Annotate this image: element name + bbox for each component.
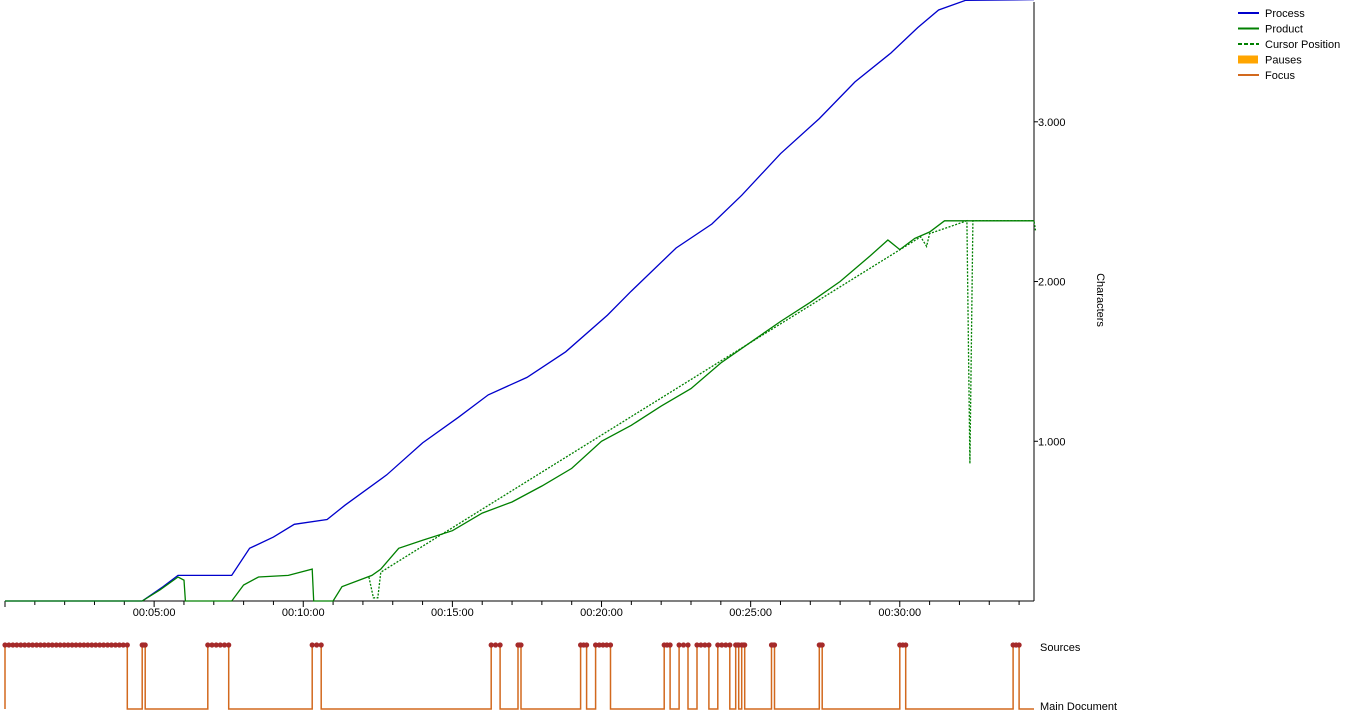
focus-source-marker	[29, 642, 36, 648]
focus-source-marker	[116, 642, 122, 648]
y-tick-label: 3.000	[1038, 117, 1066, 129]
focus-source-marker	[18, 642, 24, 648]
focus-source-marker	[493, 642, 499, 648]
focus-source-marker	[819, 642, 825, 648]
x-tick-label: 00:25:00	[729, 607, 772, 619]
focus-line	[5, 644, 1034, 710]
series-layer	[5, 0, 1037, 602]
focus-source-marker	[903, 642, 909, 648]
focus-source-marker	[77, 642, 83, 648]
focus-source-marker	[723, 642, 729, 648]
x-tick-label: 00:20:00	[580, 607, 623, 619]
focus-source-marker	[694, 642, 700, 648]
focus-source-marker	[120, 642, 126, 648]
focus-source-marker	[53, 642, 59, 648]
focus-source-marker	[217, 642, 223, 648]
focus-source-marker	[706, 642, 712, 648]
focus-source-marker	[85, 642, 91, 648]
focus-source-marker	[593, 642, 599, 648]
focus-source-marker	[34, 642, 40, 648]
focus-source-marker	[142, 642, 148, 648]
focus-source-marker	[49, 642, 55, 648]
focus-source-marker	[101, 642, 107, 648]
focus-source-marker	[771, 642, 778, 648]
series-line-product	[5, 220, 1034, 602]
focus-source-marker	[667, 642, 673, 648]
focus-source-marker	[1016, 642, 1022, 648]
focus-source-marker	[108, 642, 115, 648]
series-line-process	[5, 0, 1035, 602]
focus-source-marker	[89, 642, 95, 648]
focus-source-marker	[314, 642, 320, 648]
focus-source-marker	[124, 642, 130, 648]
focus-source-marker	[22, 642, 28, 648]
focus-source-marker	[45, 642, 52, 648]
y-tick-label: 1.000	[1038, 436, 1066, 448]
focus-source-marker	[57, 642, 63, 648]
focus-source-marker	[41, 642, 48, 648]
focus-label-sources: Sources	[1040, 642, 1081, 654]
focus-source-marker	[742, 642, 748, 648]
focus-source-marker	[604, 642, 610, 648]
focus-source-marker	[81, 642, 87, 648]
focus-source-marker	[209, 642, 215, 648]
focus-label-main-document: Main Document	[1040, 701, 1117, 713]
series-line-cursor-position	[368, 219, 1037, 599]
focus-source-marker	[488, 642, 494, 648]
focus-source-marker	[727, 642, 733, 648]
focus-source-marker	[213, 642, 219, 648]
legend-swatch-pauses	[1238, 55, 1258, 64]
focus-source-marker	[97, 642, 103, 648]
focus-source-marker	[2, 642, 8, 648]
legend-label: Process	[1265, 8, 1305, 20]
focus-source-marker	[600, 642, 606, 648]
focus-source-marker	[596, 642, 602, 648]
focus-source-marker	[26, 642, 32, 648]
focus-source-marker	[518, 642, 524, 648]
legend-label: Focus	[1265, 70, 1295, 82]
y-axis-title: Characters	[1094, 273, 1106, 327]
focus-source-marker	[226, 642, 232, 648]
focus-source-marker	[676, 642, 682, 648]
legend-label: Product	[1265, 24, 1303, 36]
focus-source-marker	[6, 642, 12, 648]
x-tick-label: 00:30:00	[878, 607, 921, 619]
legend-label: Cursor Position	[1265, 39, 1340, 51]
focus-source-marker	[318, 642, 324, 648]
legend: Process Product Cursor Position Pauses Focus	[1238, 8, 1340, 82]
y-tick-label: 2.000	[1038, 277, 1066, 289]
focus-source-marker	[112, 642, 119, 648]
focus-source-marker	[14, 642, 20, 648]
focus-source-marker	[105, 642, 111, 648]
focus-source-marker	[584, 642, 590, 648]
focus-source-marker	[221, 642, 228, 648]
focus-source-marker	[73, 642, 79, 648]
legend-label: Pauses	[1265, 55, 1302, 67]
focus-source-marker	[702, 642, 708, 648]
focus-source-marker	[607, 642, 614, 648]
plot-area: 00:05:00 00:10:00 00:15:00 00:20:00 00:25:00…	[4, 2, 1066, 619]
focus-source-marker	[698, 642, 704, 648]
focus-source-marker	[69, 642, 75, 648]
x-tick-label: 00:15:00	[431, 607, 474, 619]
x-tick-label: 00:10:00	[282, 607, 325, 619]
focus-source-marker	[61, 642, 67, 648]
focus-source-marker	[680, 642, 687, 648]
focus-source-marker	[10, 642, 16, 648]
focus-source-marker	[309, 642, 315, 648]
focus-source-marker	[497, 642, 503, 648]
focus-source-marker	[37, 642, 44, 648]
focus-track	[2, 642, 1034, 710]
focus-source-marker	[93, 642, 99, 648]
focus-source-marker	[205, 642, 211, 648]
focus-source-marker	[685, 642, 691, 648]
x-tick-label: 00:05:00	[133, 607, 176, 619]
focus-source-marker	[715, 642, 721, 648]
focus-source-marker	[719, 642, 725, 648]
focus-source-marker	[65, 642, 71, 648]
